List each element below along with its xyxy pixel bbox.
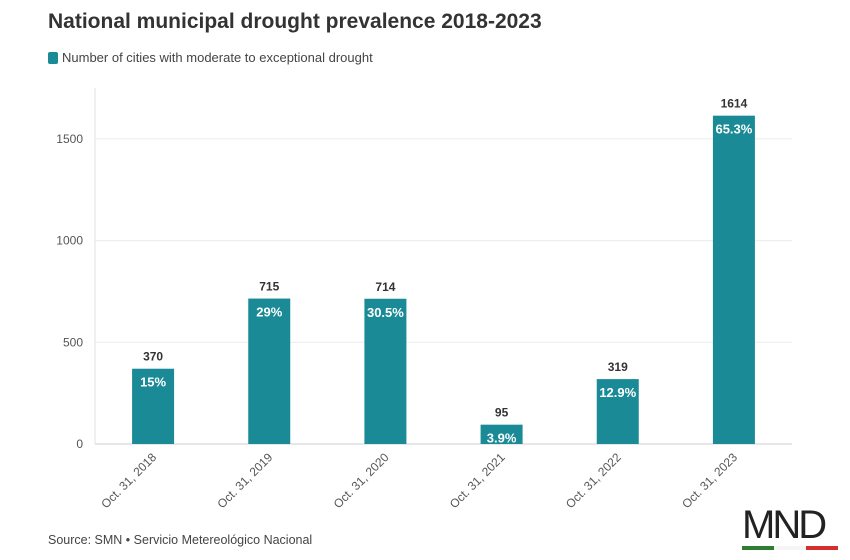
percent-label: 29% xyxy=(256,305,282,320)
x-tick-label: Oct. 31, 2022 xyxy=(563,450,624,511)
value-label: 714 xyxy=(375,280,395,294)
data-labels: 370 15% 715 29% 714 30.5% 95 3.9% 319 12.9% 1614 65… xyxy=(140,97,753,446)
value-label: 370 xyxy=(143,350,163,364)
legend: Number of cities with moderate to except… xyxy=(48,50,373,65)
x-tick-label: Oct. 31, 2020 xyxy=(331,450,392,511)
x-tick-label: Oct. 31, 2018 xyxy=(98,450,159,511)
value-label: 319 xyxy=(608,360,628,374)
bars xyxy=(132,115,755,444)
value-label: 715 xyxy=(259,280,279,294)
mnd-logo: MND xyxy=(742,503,842,552)
flag-green xyxy=(742,546,774,550)
logo-text: MND xyxy=(742,503,827,547)
x-tick-label: Oct. 31, 2023 xyxy=(679,450,740,511)
bar xyxy=(132,368,175,444)
y-tick-label: 0 xyxy=(76,437,83,451)
y-tick-label: 1000 xyxy=(56,234,83,248)
source-note: Source: SMN • Servicio Metereológico Nac… xyxy=(48,533,313,547)
chart-title: National municipal drought prevalence 20… xyxy=(48,10,542,33)
bar xyxy=(596,379,639,444)
y-tick-label: 1500 xyxy=(56,132,83,146)
percent-label: 15% xyxy=(140,375,166,390)
bar xyxy=(364,298,407,444)
bar xyxy=(712,115,755,444)
gridlines xyxy=(95,138,792,445)
y-axis: 0 500 1000 1500 xyxy=(56,88,96,451)
percent-label: 30.5% xyxy=(367,305,404,320)
percent-label: 65.3% xyxy=(715,122,752,137)
x-tick-label: Oct. 31, 2019 xyxy=(215,450,276,511)
percent-label: 12.9% xyxy=(599,385,636,400)
flag-red xyxy=(806,546,838,550)
value-label: 1614 xyxy=(721,97,748,111)
legend-label: Number of cities with moderate to except… xyxy=(62,50,373,65)
logo-flag-stripe xyxy=(742,546,838,550)
x-tick-label: Oct. 31, 2021 xyxy=(447,450,508,511)
flag-white xyxy=(774,546,806,550)
y-tick-label: 500 xyxy=(63,335,83,349)
legend-swatch xyxy=(48,51,58,64)
bar xyxy=(248,298,291,444)
bar xyxy=(480,424,523,444)
value-label: 95 xyxy=(495,406,509,420)
percent-label: 3.9% xyxy=(487,431,517,446)
x-axis: Oct. 31, 2018 Oct. 31, 2019 Oct. 31, 2020 O… xyxy=(98,450,740,511)
